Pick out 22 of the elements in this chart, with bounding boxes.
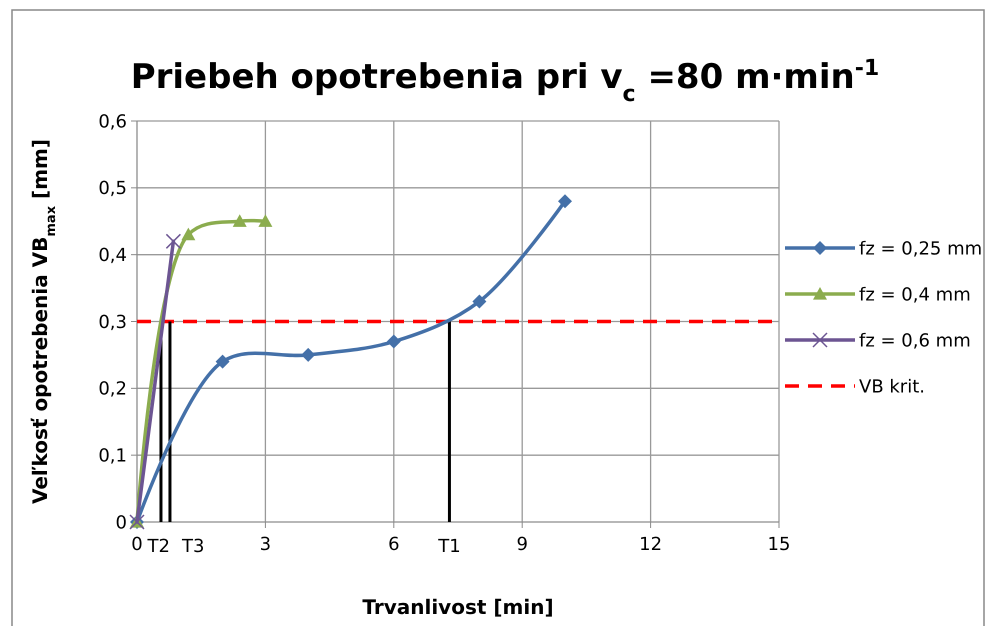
- y-tick-label: 0,3: [98, 312, 127, 333]
- legend-label: fz = 0,25 mm: [859, 238, 982, 260]
- x-tick-label: 3: [260, 534, 272, 555]
- y-tick-label: 0,1: [98, 445, 127, 466]
- y-tick-label: 0,2: [98, 378, 127, 400]
- y-tick-label: 0,5: [98, 178, 127, 200]
- legend-label: VB krit.: [859, 376, 925, 398]
- y-tick-label: 0,4: [98, 244, 127, 266]
- x-axis-title: Trvanlivost [min]: [362, 595, 554, 619]
- x-tick-label: 15: [768, 534, 790, 555]
- x-tick-label: 9: [516, 534, 528, 555]
- legend-label: fz = 0,6 mm: [859, 330, 971, 352]
- ref-line-label: T2: [146, 536, 170, 557]
- x-tick-label: 12: [639, 534, 662, 555]
- x-tick-label: 6: [388, 534, 400, 555]
- y-tick-label: 0,6: [98, 111, 127, 132]
- x-tick-label: 0: [131, 534, 143, 555]
- legend-label: fz = 0,4 mm: [859, 284, 971, 306]
- chart-title: Priebeh opotrebenia pri v$_{c}$ =80 m·min$^{-1}$: [130, 55, 880, 107]
- y-tick-label: 0: [116, 512, 127, 534]
- ref-line-label: T3: [180, 536, 204, 557]
- ref-line-label: T1: [437, 536, 461, 557]
